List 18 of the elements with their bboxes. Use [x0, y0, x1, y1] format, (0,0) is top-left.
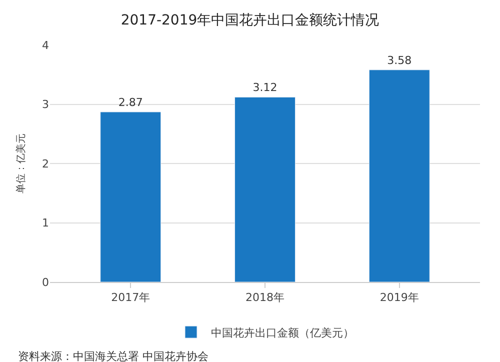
y-axis-title: 单位：亿美元 — [15, 134, 27, 194]
y-tick-label: 1 — [42, 216, 49, 230]
legend-label: 中国花卉出口金额（亿美元） — [211, 326, 354, 340]
data-label: 2.87 — [118, 96, 143, 109]
y-tick-label: 4 — [42, 38, 49, 52]
bar — [100, 112, 162, 282]
text: 资料来源：中国海关总署 中国花卉协会 — [18, 350, 208, 362]
bar — [234, 96, 296, 282]
data-label: 3.12 — [252, 81, 278, 94]
y-tick-label: 2 — [42, 157, 49, 170]
y-tick-label: 0 — [42, 276, 49, 289]
data-label: 3.58 — [387, 54, 412, 67]
bar — [368, 70, 430, 282]
x-tick-label: 2017年 — [111, 291, 150, 304]
chart-title: 2017-2019年中国花卉出口金额统计情况 — [120, 12, 380, 28]
y-tick-label: 3 — [42, 98, 49, 112]
x-tick-label: 2019年 — [380, 291, 419, 304]
x-tick-label: 2018年 — [246, 291, 284, 304]
